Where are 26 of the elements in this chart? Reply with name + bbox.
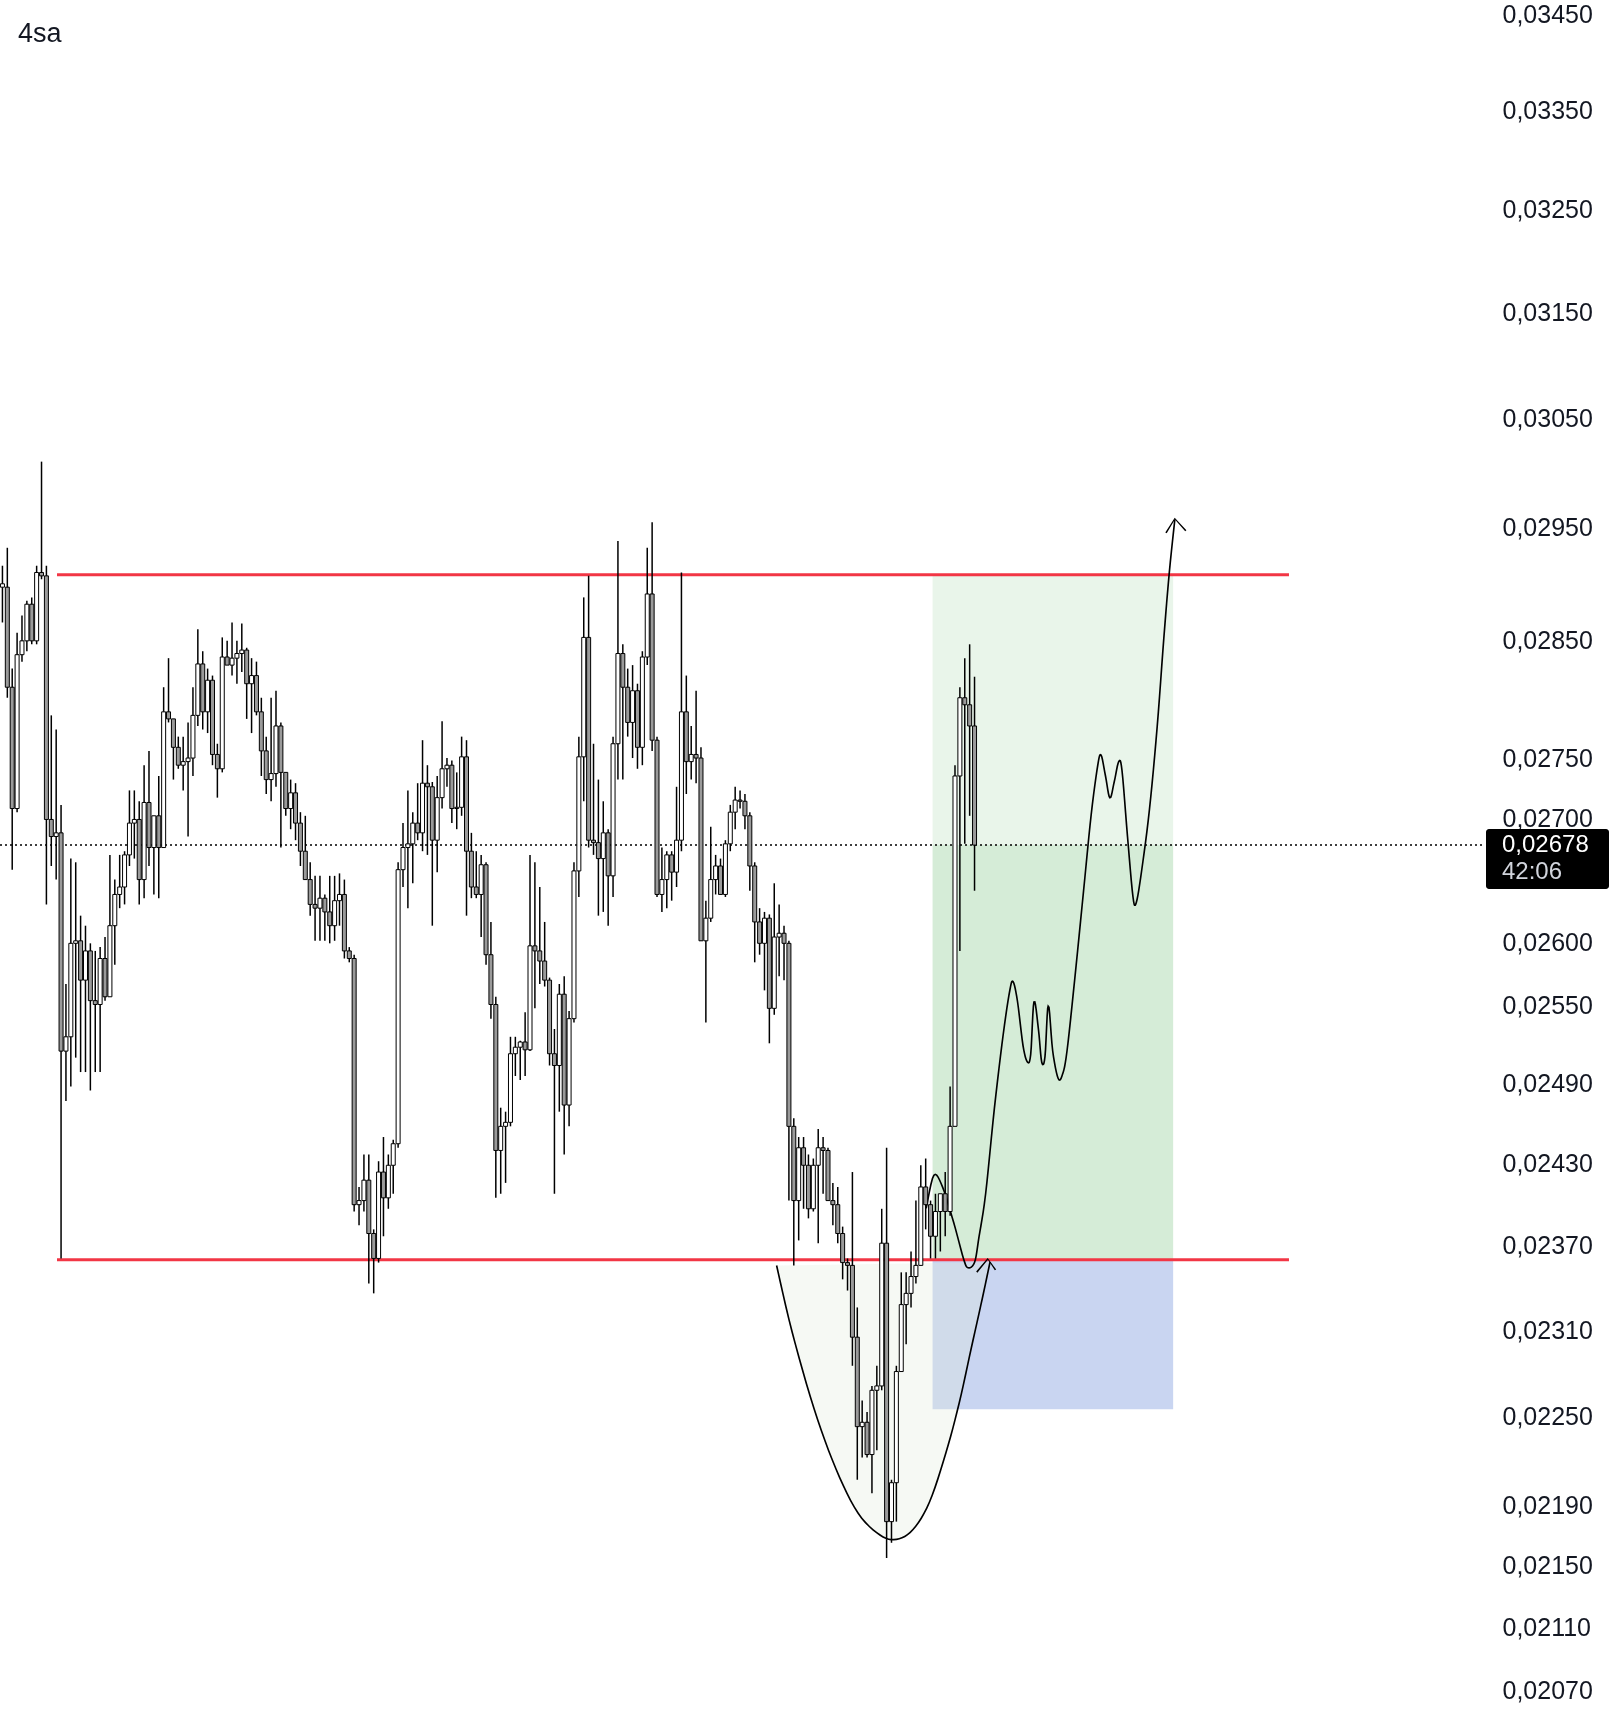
y-tick-label: 0,02750 bbox=[1502, 743, 1593, 772]
y-tick-label: 0,02370 bbox=[1502, 1231, 1593, 1260]
y-tick-label: 0,02150 bbox=[1502, 1551, 1593, 1580]
y-tick-label: 0,03150 bbox=[1502, 297, 1593, 326]
y-tick-label: 0,02600 bbox=[1502, 927, 1593, 956]
y-tick-label: 0,02430 bbox=[1502, 1149, 1593, 1178]
y-tick-label: 0,02190 bbox=[1502, 1490, 1593, 1519]
candlestick bbox=[517, 1039, 523, 1081]
text: 42:06 bbox=[1502, 857, 1563, 885]
candlestick bbox=[473, 850, 479, 899]
y-tick-label: 0,03450 bbox=[1502, 0, 1593, 28]
y-tick-label: 0,02250 bbox=[1502, 1401, 1593, 1430]
ref-line-label: 0,02678 bbox=[1502, 830, 1589, 858]
chart-title: 4sa bbox=[18, 18, 63, 48]
y-tick-label: 0,02700 bbox=[1502, 803, 1593, 832]
y-tick-label: 0,02070 bbox=[1502, 1675, 1593, 1704]
y-tick-label: 0,02550 bbox=[1502, 991, 1593, 1020]
y-tick-label: 0,02850 bbox=[1502, 626, 1593, 655]
y-tick-label: 0,02110 bbox=[1502, 1612, 1592, 1641]
y-tick-label: 0,03350 bbox=[1502, 96, 1593, 125]
y-tick-label: 0,02950 bbox=[1502, 513, 1593, 542]
candlestick bbox=[937, 1193, 943, 1253]
y-tick-label: 0,03050 bbox=[1502, 403, 1593, 432]
y-tick-label: 0,02310 bbox=[1502, 1315, 1593, 1344]
y-tick-label: 0,02490 bbox=[1502, 1069, 1593, 1098]
y-tick-label: 0,03250 bbox=[1502, 195, 1593, 224]
